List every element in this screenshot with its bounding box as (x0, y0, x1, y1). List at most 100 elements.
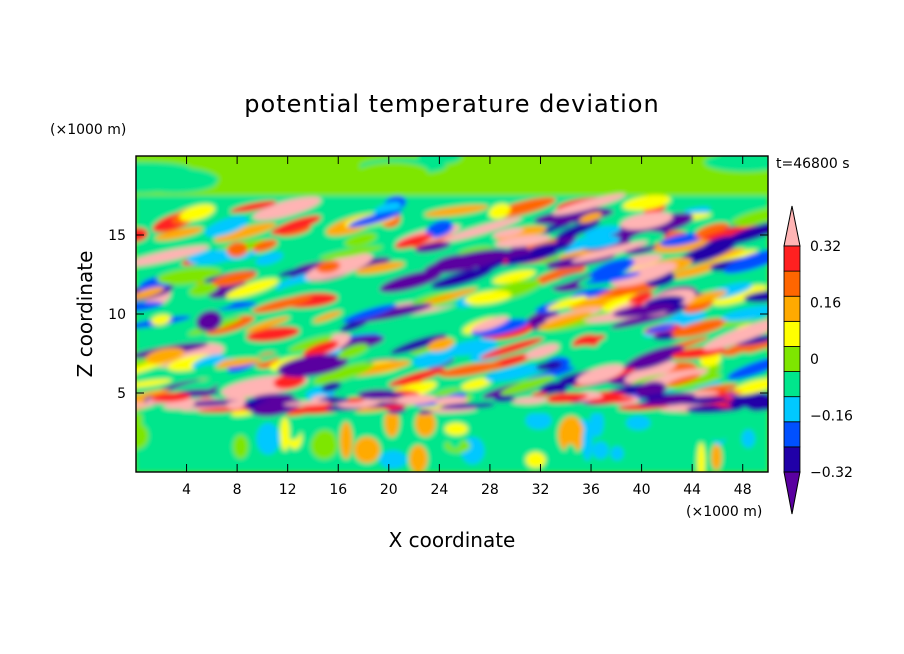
x-tick-label: 44 (683, 482, 701, 498)
contour-blob (561, 345, 597, 357)
contour-blob (439, 403, 487, 409)
contour-blob (251, 397, 301, 417)
contour-blob (582, 423, 593, 461)
contour-blob (533, 207, 614, 225)
contour-blob (585, 334, 606, 344)
contour-blob (252, 295, 313, 313)
colorbar: 0.32 0.16 0 −0.16 −0.32 (783, 205, 853, 515)
contour-blob (319, 245, 383, 260)
contour-blob (722, 220, 768, 246)
contour-blob (703, 317, 768, 351)
x-tick-label: 32 (532, 482, 550, 498)
contour-blob (485, 364, 545, 382)
time-label: t=46800 s (776, 156, 850, 172)
contour-blob (358, 162, 429, 182)
contour-blob (180, 405, 236, 411)
contour-blob (732, 378, 768, 396)
contour-blob (379, 270, 443, 293)
contour-blob (638, 399, 693, 406)
contour-blob (571, 241, 648, 263)
contour-blob (414, 241, 451, 253)
contour-blob (313, 362, 375, 385)
colorbar-box (783, 245, 801, 272)
contour-blob (154, 226, 204, 241)
contour-blob (695, 222, 730, 239)
contour-blob (741, 429, 755, 448)
contour-blob (180, 297, 235, 313)
contour-blob (470, 316, 509, 332)
colorbar-box (783, 396, 801, 423)
contour-blob (355, 261, 405, 274)
x-tick-label: 24 (430, 482, 448, 498)
contour-blob (344, 397, 365, 403)
contour-blob (551, 271, 595, 292)
contour-blob (205, 315, 255, 335)
x-tick-label: 48 (734, 482, 752, 498)
colorbar-label: 0.32 (810, 239, 841, 255)
contour-blob (462, 399, 524, 420)
contour-blob (444, 422, 468, 436)
contour-blob (729, 352, 752, 366)
contour-blob (592, 441, 609, 460)
contour-blob (433, 396, 469, 405)
y-unit-label: (×1000 m) (50, 122, 126, 138)
contour-blob (624, 361, 677, 384)
contour-blob (211, 301, 257, 311)
contour-blob (280, 417, 290, 451)
contour-blob (610, 446, 624, 461)
contour-blob (587, 396, 635, 404)
contour-blob (585, 272, 641, 285)
contour-blob (193, 364, 218, 373)
contour-blob (136, 402, 155, 408)
contour-blob (174, 400, 196, 408)
contour-blob (313, 429, 337, 450)
contour-blob (626, 415, 651, 430)
contour-blob (426, 220, 454, 238)
contour-blob (439, 362, 503, 378)
contour-blob (529, 242, 570, 254)
contour-blob (339, 421, 353, 460)
contour-blob (337, 343, 369, 359)
contour-blob (526, 264, 586, 290)
contour-blob (684, 290, 728, 305)
contour-blob (446, 338, 498, 356)
x-tick-label: 4 (182, 482, 191, 498)
contour-blob (492, 227, 524, 238)
contour-blob (344, 232, 377, 248)
contour-blob (246, 326, 300, 342)
contour-blob (278, 268, 304, 277)
contour-blob (427, 337, 455, 352)
y-tick-label: 5 (117, 386, 126, 402)
contour-blob (671, 318, 728, 338)
contour-blob (136, 181, 172, 194)
contour-blob (492, 269, 536, 284)
contour-blob (395, 394, 437, 405)
x-tick-label: 16 (329, 482, 347, 498)
contour-blob (589, 258, 635, 280)
x-axis: 4 8 12 16 20 24 28 32 36 40 44 48 (182, 156, 752, 498)
contour-blob (150, 392, 191, 403)
contour-blob (187, 249, 237, 265)
contour-blob (547, 398, 580, 403)
contour-blob (236, 157, 292, 175)
x-tick-label: 20 (380, 482, 398, 498)
contour-blob (422, 287, 478, 305)
contour-blob (214, 222, 277, 243)
contour-blob (136, 245, 210, 267)
contour-blob (429, 407, 477, 413)
contour-blob (628, 291, 654, 303)
contour-blob (302, 340, 339, 358)
colorbar-extend-top (783, 205, 801, 247)
colorbar-label: −0.16 (810, 409, 853, 425)
contour-blob (746, 402, 768, 411)
colorbar-label: −0.32 (810, 465, 853, 481)
contour-blob (463, 233, 494, 244)
contour-blob (495, 234, 551, 248)
contour-blob (226, 241, 248, 258)
colorbar-box (783, 371, 801, 398)
contour-blob (525, 452, 546, 468)
contour-blob (500, 375, 555, 396)
contour-blob (254, 393, 295, 400)
contour-blob (546, 295, 588, 311)
contour-blob (255, 251, 284, 266)
